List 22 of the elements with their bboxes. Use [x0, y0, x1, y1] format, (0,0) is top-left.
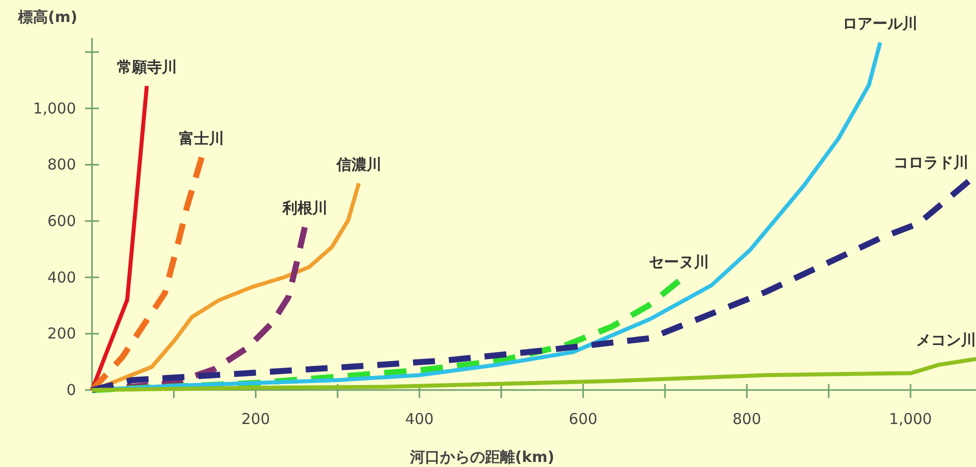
- series-label: 常願寺川: [116, 58, 177, 76]
- x-tick-label: 200: [241, 410, 270, 428]
- y-tick-label: 400: [47, 268, 76, 286]
- series-label: ロアール川: [842, 14, 918, 33]
- y-tick-label: 800: [47, 156, 76, 174]
- y-axis-title: 標高(m): [17, 8, 78, 26]
- series-label: 利根川: [281, 199, 328, 218]
- x-axis-title: 河口からの距離(km): [409, 448, 554, 466]
- y-tick-label: 0: [66, 381, 76, 399]
- y-tick-label: 200: [47, 324, 76, 343]
- series-label: 富士川: [179, 129, 224, 148]
- x-tick-label: 1,000: [889, 410, 932, 428]
- y-tick-label: 600: [47, 212, 76, 230]
- y-tick-label: 1,000: [33, 99, 76, 118]
- series-label: メコン川: [916, 331, 976, 350]
- line-series: [90, 84, 149, 392]
- x-tick-label: 800: [732, 410, 762, 428]
- series-label: セーヌ川: [648, 253, 709, 272]
- series-label: 信濃川: [335, 155, 382, 174]
- x-tick-label: 600: [568, 410, 598, 428]
- series-label: コロラド川: [894, 153, 969, 172]
- x-tick-label: 400: [405, 410, 434, 428]
